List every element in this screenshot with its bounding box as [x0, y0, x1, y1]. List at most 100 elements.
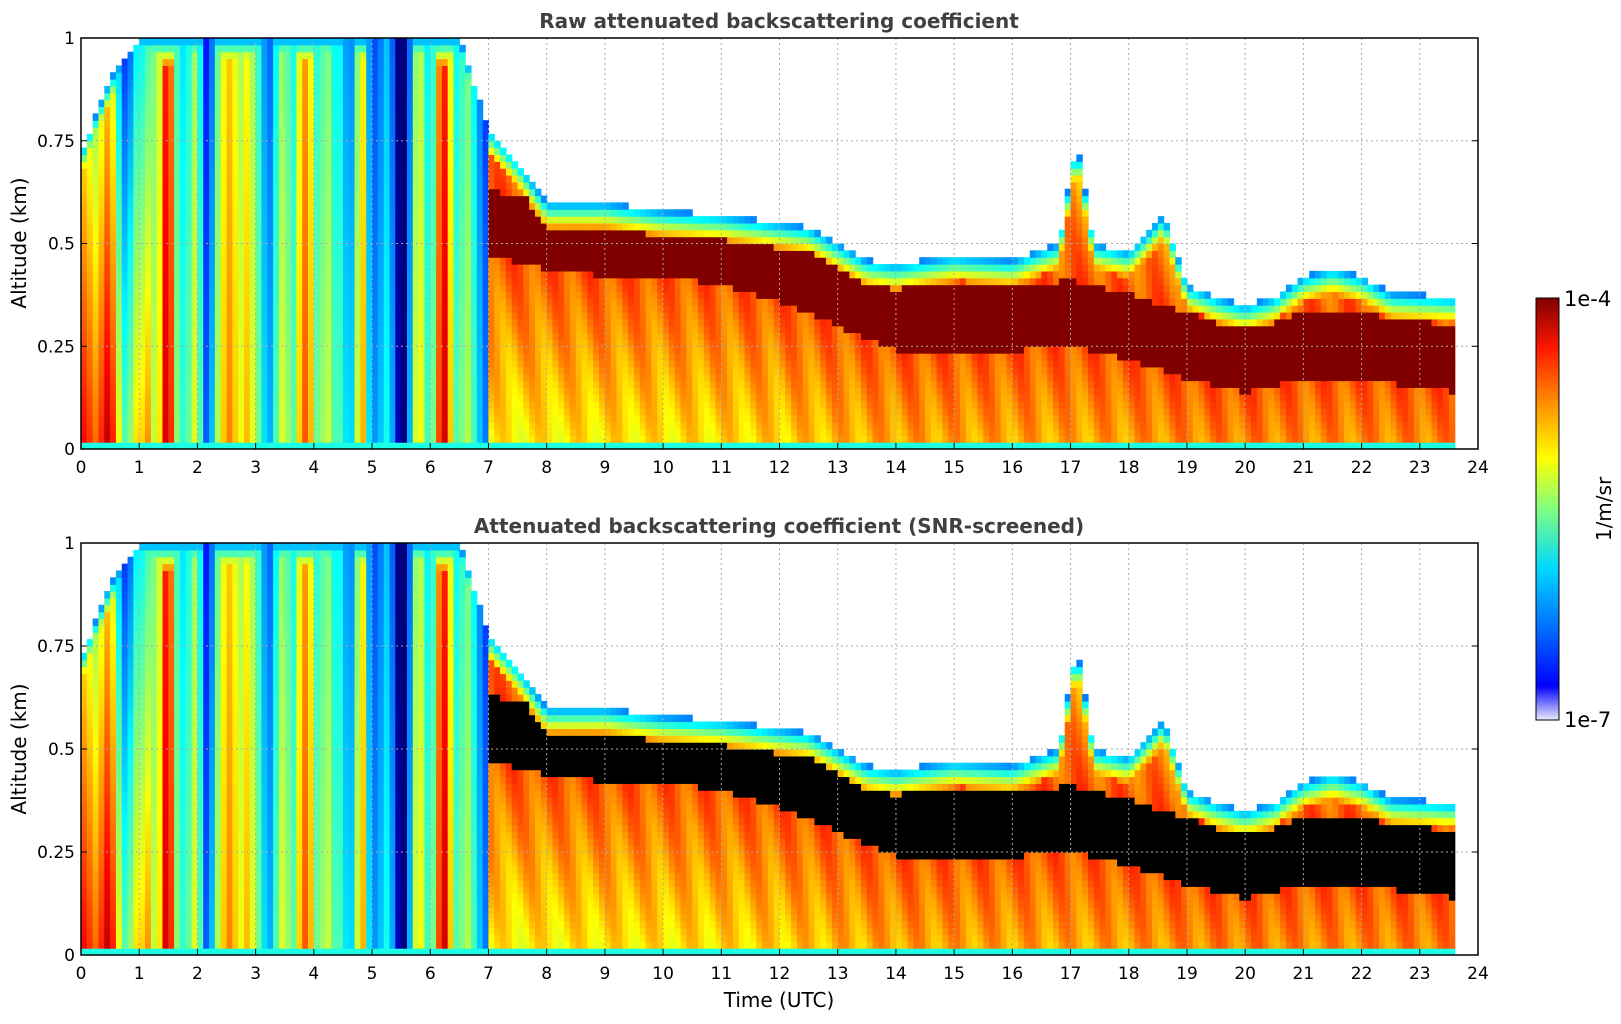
heatmap-cell	[203, 257, 210, 265]
heatmap-cell	[296, 387, 303, 395]
heatmap-cell	[418, 209, 426, 217]
heatmap-cell	[366, 257, 373, 265]
heatmap-cell	[238, 318, 245, 327]
heatmap-cell	[133, 154, 140, 162]
heatmap-cell	[261, 332, 268, 340]
heatmap-cell	[494, 140, 501, 149]
heatmap-cell	[267, 168, 274, 176]
heatmap-cell	[150, 353, 158, 361]
heatmap-cell	[540, 318, 548, 327]
heatmap-cell	[453, 380, 460, 388]
heatmap-cell	[395, 298, 402, 306]
heatmap-cell	[360, 353, 367, 361]
heatmap-cell	[505, 284, 513, 293]
heatmap-cell	[191, 346, 199, 354]
heatmap-cell	[243, 250, 251, 258]
heatmap-cell	[354, 339, 361, 347]
heatmap-cell	[220, 72, 228, 80]
heatmap-cell	[232, 298, 239, 306]
heatmap-cell	[366, 72, 373, 80]
heatmap-cell	[308, 106, 315, 114]
heatmap-cell	[226, 373, 233, 382]
heatmap-cell	[406, 188, 414, 197]
heatmap-cell	[372, 305, 379, 313]
heatmap-cell	[145, 216, 152, 224]
heatmap-cell	[313, 270, 321, 279]
heatmap-cell	[331, 277, 338, 286]
heatmap-cell	[104, 332, 111, 340]
heatmap-cell	[226, 120, 233, 128]
heatmap-cell	[86, 339, 94, 347]
heatmap-cell	[453, 298, 460, 306]
heatmap-cell	[546, 318, 554, 327]
heatmap-cell	[447, 147, 455, 156]
heatmap-cell	[81, 243, 88, 251]
heatmap-cell	[209, 38, 216, 46]
heatmap-cell	[104, 270, 111, 279]
heatmap-cell	[348, 421, 356, 430]
heatmap-cell	[86, 373, 94, 382]
heatmap-cell	[261, 216, 268, 224]
heatmap-cell	[593, 216, 600, 224]
heatmap-cell	[203, 407, 210, 416]
heatmap-cell	[453, 407, 460, 416]
heatmap-cell	[610, 339, 618, 347]
heatmap-cell	[342, 188, 350, 197]
heatmap-cell	[331, 168, 338, 176]
heatmap-cell	[383, 175, 391, 183]
heatmap-cell	[162, 222, 169, 231]
heatmap-cell	[372, 154, 379, 162]
heatmap-cell	[156, 264, 164, 272]
heatmap-cell	[127, 380, 134, 388]
heatmap-cell	[558, 414, 565, 423]
heatmap-cell	[535, 339, 542, 347]
heatmap-cell	[366, 250, 373, 258]
heatmap-cell	[290, 147, 297, 156]
heatmap-cell	[308, 442, 315, 449]
heatmap-cell	[238, 140, 245, 149]
heatmap-cell	[348, 380, 356, 388]
heatmap-cell	[127, 195, 134, 203]
heatmap-cell	[249, 92, 257, 101]
heatmap-cell	[115, 428, 123, 436]
heatmap-cell	[465, 140, 472, 149]
heatmap-cell	[447, 188, 455, 197]
heatmap-cell	[325, 428, 332, 436]
heatmap-cell	[395, 188, 402, 197]
heatmap-cell	[284, 127, 292, 135]
heatmap-cell	[604, 257, 612, 265]
heatmap-cell	[220, 346, 228, 354]
heatmap-cell	[290, 421, 297, 430]
heatmap-cell	[494, 243, 501, 251]
heatmap-cell	[110, 312, 117, 320]
heatmap-cell	[104, 346, 111, 354]
heatmap-cell	[162, 442, 169, 449]
heatmap-cell	[342, 442, 350, 449]
heatmap-cell	[395, 106, 402, 114]
heatmap-cell	[604, 291, 612, 299]
heatmap-cell	[255, 181, 263, 190]
heatmap-cell	[331, 373, 338, 382]
heatmap-cell	[523, 414, 530, 423]
heatmap-cell	[185, 264, 193, 272]
heatmap-cell	[267, 175, 274, 183]
heatmap-cell	[255, 133, 263, 142]
heatmap-cell	[308, 325, 315, 334]
heatmap-cell	[174, 421, 181, 430]
heatmap-cell	[214, 168, 222, 176]
heatmap-cell	[488, 229, 495, 238]
heatmap-cell	[145, 435, 152, 443]
heatmap-cell	[238, 51, 245, 60]
heatmap-cell	[360, 421, 367, 430]
heatmap-cell	[168, 359, 175, 368]
heatmap-cell	[348, 305, 356, 313]
heatmap-cell	[273, 264, 280, 272]
heatmap-cell	[179, 168, 187, 176]
heatmap-cell	[354, 195, 361, 203]
heatmap-cell	[424, 250, 431, 258]
heatmap-cell	[575, 366, 583, 375]
heatmap-cell	[511, 380, 519, 388]
heatmap-cell	[395, 401, 402, 409]
heatmap-cell	[406, 359, 414, 368]
heatmap-cell	[179, 133, 187, 142]
